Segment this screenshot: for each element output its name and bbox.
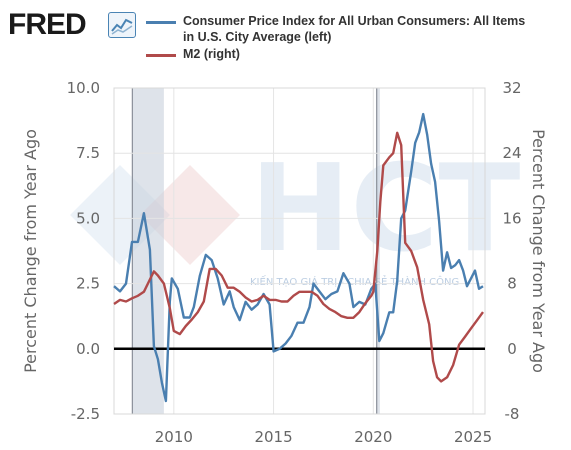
y-right-tick-label: 32: [502, 79, 521, 97]
watermark-shape: [140, 165, 240, 265]
x-tick-label: 2010: [155, 428, 193, 446]
y-left-tick-label: -2.5: [71, 405, 100, 423]
plot-border: [113, 87, 486, 415]
watermark-tagline: KIẾN TẠO GIÁ TRỊ - CHIA SẺ THÀNH CÔNG: [250, 274, 459, 288]
y-left-axis-title: Percent Change from Year Ago: [21, 129, 40, 373]
chart-line-icon: [108, 12, 136, 38]
y-left-tick-label: 0.0: [76, 340, 100, 358]
y-right-tick-label: 16: [502, 209, 521, 227]
fred-logo[interactable]: FRED: [8, 8, 87, 41]
legend-swatch-cpi: [146, 21, 176, 24]
x-tick-label: 2015: [254, 428, 292, 446]
y-left-tick-label: 5.0: [76, 209, 100, 227]
m2-series-line: [113, 131, 484, 383]
cpi-series-line: [113, 112, 484, 403]
legend-label-cpi-line1[interactable]: Consumer Price Index for All Urban Consu…: [183, 14, 526, 28]
x-tick-label: 2025: [454, 428, 492, 446]
y-right-axis-title: Percent Change from Year Ago: [529, 129, 548, 373]
y-right-tick-label: 8: [507, 275, 517, 293]
y-right-tick-label: -8: [505, 405, 520, 423]
legend-swatch-m2: [146, 54, 176, 57]
y-left-tick-label: 7.5: [76, 144, 100, 162]
y-left-tick-label: 2.5: [76, 275, 100, 293]
y-left-tick-label: 10.0: [67, 79, 100, 97]
y-right-tick-label: 24: [502, 144, 521, 162]
x-tick-label: 2020: [354, 428, 392, 446]
legend-label-m2[interactable]: M2 (right): [183, 47, 240, 61]
y-right-tick-label: 0: [507, 340, 517, 358]
chart-header: FRED Consumer Price Index for All Urban …: [0, 0, 571, 72]
legend-label-cpi-line2[interactable]: in U.S. City Average (left): [183, 30, 332, 44]
